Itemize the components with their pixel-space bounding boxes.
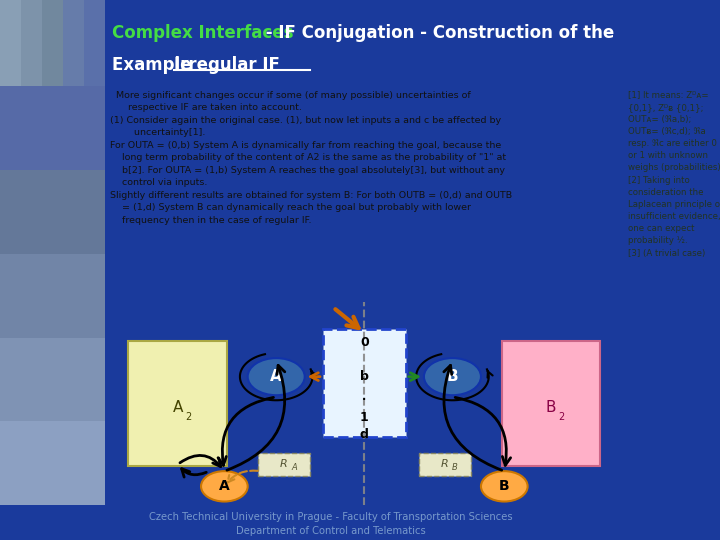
Text: 2: 2 [559,412,565,422]
Text: ·: · [361,391,367,410]
Text: R: R [441,460,449,469]
Text: Complex Interfaces: Complex Interfaces [112,24,294,42]
FancyBboxPatch shape [21,0,42,86]
FancyBboxPatch shape [0,86,105,170]
Circle shape [481,471,528,502]
Text: A: A [270,369,282,384]
FancyBboxPatch shape [502,341,600,466]
Text: 0: 0 [360,336,369,349]
FancyBboxPatch shape [84,0,105,86]
Text: 1: 1 [360,410,369,424]
Text: R: R [280,460,288,469]
FancyBboxPatch shape [0,338,105,421]
Text: - IF Conjugation - Construction of the: - IF Conjugation - Construction of the [260,24,614,42]
FancyBboxPatch shape [42,0,63,86]
Text: 2: 2 [186,412,192,422]
Text: More significant changes occur if some (of many possible) uncertainties of
     : More significant changes occur if some (… [110,91,513,225]
FancyBboxPatch shape [258,453,310,476]
Text: Czech Technical University in Prague - Faculty of Transportation Sciences: Czech Technical University in Prague - F… [149,512,513,522]
Text: B: B [546,400,556,415]
FancyBboxPatch shape [0,421,105,505]
Text: B: B [499,480,510,494]
FancyBboxPatch shape [419,453,471,476]
Text: d: d [360,428,369,441]
Text: Department of Control and Telematics: Department of Control and Telematics [236,526,426,536]
Text: [1] It means: Zᴰᴀ=
{0,1}, Zᴰᴃ {0,1};
OUTᴀ= (ℜa,b);
OUTᴃ= (ℜc,d); ℜa
resp. ℜc are: [1] It means: Zᴰᴀ= {0,1}, Zᴰᴃ {0,1}; OUT… [629,91,720,258]
FancyBboxPatch shape [323,329,406,437]
FancyBboxPatch shape [0,0,105,86]
Text: B: B [452,463,458,472]
Text: A: A [292,463,297,472]
FancyBboxPatch shape [63,0,84,86]
Text: A: A [173,400,183,415]
Text: b: b [360,370,369,383]
Text: B: B [446,369,458,384]
Circle shape [424,358,481,395]
Text: A: A [219,480,230,494]
FancyBboxPatch shape [0,254,105,338]
Text: Example: Example [112,56,197,75]
Circle shape [248,358,305,395]
FancyBboxPatch shape [0,170,105,254]
Text: Irregular IF: Irregular IF [174,56,280,75]
FancyBboxPatch shape [128,341,227,466]
FancyBboxPatch shape [0,0,21,86]
Circle shape [201,471,248,502]
